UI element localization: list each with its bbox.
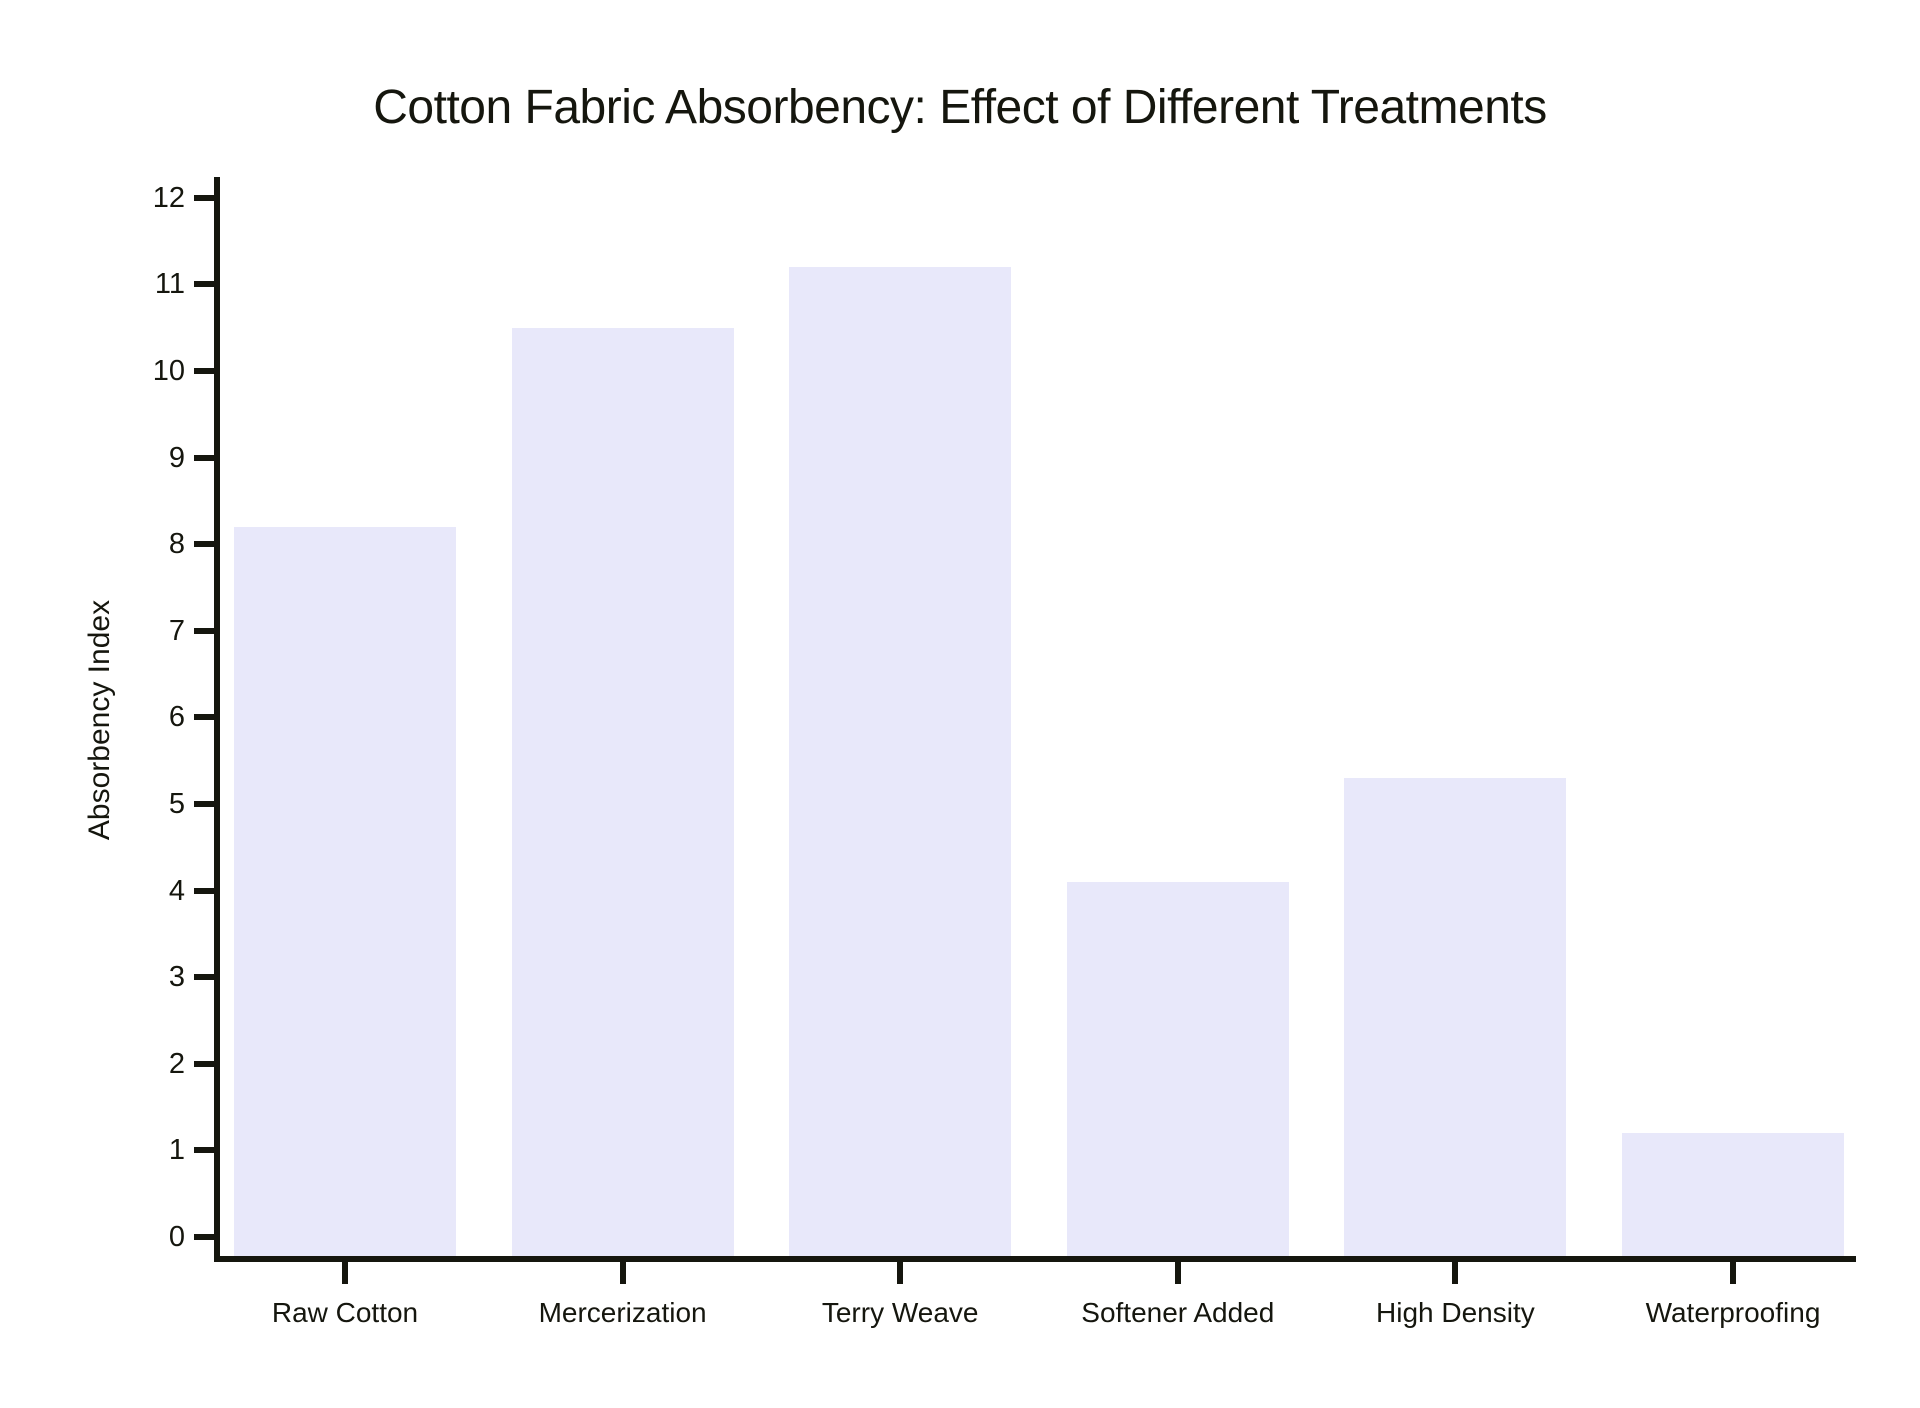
y-tick-9	[194, 454, 217, 461]
x-tick-mercerization	[619, 1262, 626, 1284]
y-tick-1	[194, 1147, 217, 1154]
y-tick-12	[194, 194, 217, 201]
bar-softener-added	[1066, 881, 1289, 1256]
y-tick-label-0: 0	[168, 1221, 185, 1253]
bar-terry-weave	[789, 267, 1012, 1256]
y-tick-11	[194, 281, 217, 288]
y-tick-label-2: 2	[168, 1047, 185, 1080]
y-tick-2	[194, 1060, 217, 1067]
x-axis-line	[214, 1256, 1856, 1262]
x-tick-high-density	[1452, 1262, 1459, 1284]
y-tick-label-5: 5	[168, 788, 185, 820]
y-tick-3	[194, 974, 217, 981]
y-tick-label-10: 10	[152, 355, 185, 387]
y-tick-8	[194, 541, 217, 548]
x-tick-label-high-density: High Density	[1376, 1297, 1535, 1328]
x-tick-label-softener-added: Softener Added	[1081, 1297, 1275, 1328]
bar-waterproofing	[1622, 1133, 1844, 1256]
x-tick-label-mercerization: Mercerization	[538, 1297, 707, 1328]
y-tick-label-6: 6	[168, 701, 185, 734]
y-tick-label-11: 11	[154, 268, 185, 301]
bar-high-density	[1344, 778, 1567, 1256]
x-tick-label-waterproofing: Waterproofing	[1645, 1297, 1821, 1328]
bar-mercerization	[511, 327, 734, 1256]
x-tick-label-terry-weave: Terry Weave	[821, 1297, 979, 1328]
bar-raw-cotton	[234, 526, 456, 1256]
y-tick-4	[194, 887, 217, 894]
y-tick-7	[194, 627, 217, 634]
x-tick-waterproofing	[1730, 1262, 1736, 1284]
y-tick-label-8: 8	[168, 528, 185, 561]
chart-title: Cotton Fabric Absorbency: Effect of Diff…	[373, 81, 1547, 134]
y-tick-label-9: 9	[168, 441, 185, 474]
y-tick-10	[194, 368, 217, 374]
y-tick-5	[194, 801, 217, 807]
y-tick-0	[194, 1234, 217, 1240]
y-tick-label-12: 12	[152, 181, 185, 214]
y-axis-line	[214, 177, 220, 1262]
y-tick-label-7: 7	[168, 614, 185, 647]
y-tick-label-1: 1	[168, 1134, 185, 1167]
x-tick-terry-weave	[897, 1262, 904, 1284]
x-tick-softener-added	[1174, 1262, 1181, 1284]
y-tick-6	[194, 714, 217, 721]
x-tick-raw-cotton	[342, 1262, 348, 1284]
x-tick-label-raw-cotton: Raw Cotton	[271, 1297, 419, 1328]
y-tick-label-3: 3	[168, 961, 185, 994]
y-tick-label-4: 4	[168, 874, 185, 907]
